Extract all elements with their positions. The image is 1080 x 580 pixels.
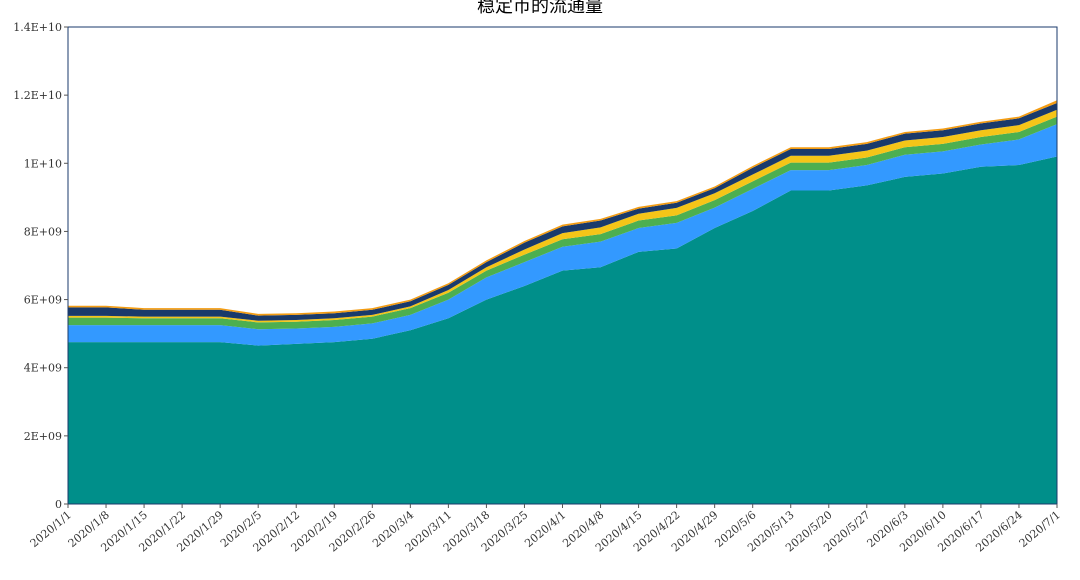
y-tick-label-0: 0 bbox=[55, 498, 62, 511]
y-tick-label-5: 1E+10 bbox=[24, 157, 62, 170]
x-tick-label-0: 2020/1/1 bbox=[28, 508, 74, 550]
area-series-0 bbox=[68, 156, 1057, 504]
y-tick-label-1: 2E+09 bbox=[24, 430, 62, 443]
y-tick-label-4: 8E+09 bbox=[24, 225, 62, 238]
chart-title: 稳定币的流通量 bbox=[477, 0, 603, 17]
y-tick-label-3: 6E+09 bbox=[24, 294, 62, 307]
x-tick-label-26: 2020/7/1 bbox=[1017, 508, 1063, 550]
x-tick-label-13: 2020/4/1 bbox=[522, 508, 568, 550]
area-series-1 bbox=[68, 124, 1057, 346]
area-series-2 bbox=[68, 116, 1057, 330]
y-tick-label-6: 1.2E+10 bbox=[13, 89, 62, 102]
y-tick-label-7: 1.4E+10 bbox=[13, 21, 62, 34]
y-tick-label-2: 4E+09 bbox=[24, 362, 62, 375]
